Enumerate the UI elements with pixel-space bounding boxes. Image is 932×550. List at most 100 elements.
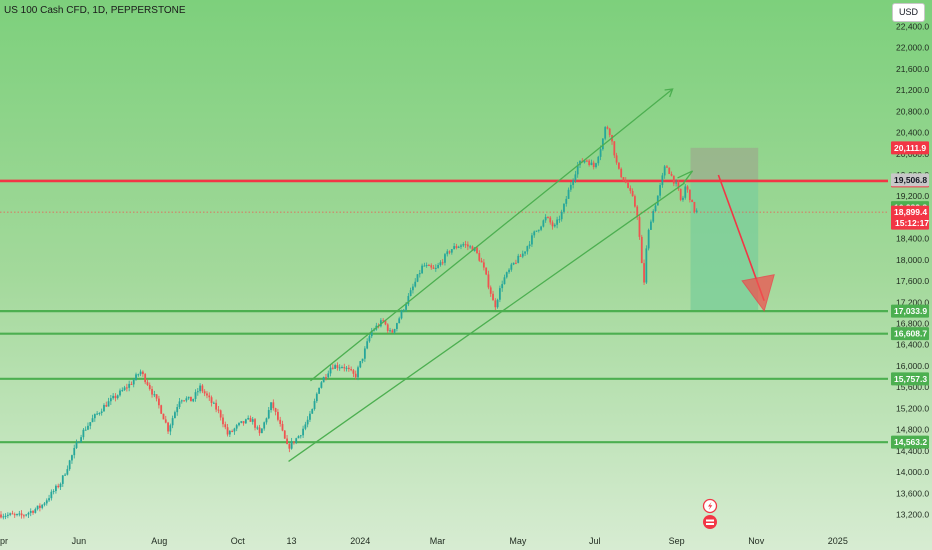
candle-200 [457,245,460,249]
price-tick-label: 13,600.0 [896,488,929,498]
candle-body [677,182,680,189]
candle-body [260,428,263,434]
candle-11 [25,513,28,517]
price-axis[interactable]: 22,400.0 22,000.0 21,600.0 21,200.0 20,800.0… [896,21,929,519]
level-tag-4: 14,563.2 [891,435,929,449]
candle-body [96,413,99,415]
candle-45 [103,403,105,412]
candle-body [428,265,430,267]
candle-255 [583,160,586,164]
lightning-icon[interactable] [702,498,718,514]
candle-body [661,175,664,186]
candle-203 [464,240,467,249]
candle-94 [215,399,218,413]
candle-145 [331,364,334,370]
candle-body [128,383,131,388]
candle-body [244,419,247,424]
candle-210 [480,257,483,263]
candle-152 [347,364,350,372]
candle-body [482,262,485,268]
candle-272 [622,176,625,182]
candle-275 [629,185,632,194]
candle-173 [396,322,398,332]
candle-body [41,504,44,508]
level-tag-4-bg [891,435,929,449]
candle-241 [551,220,554,230]
candle-body [190,396,192,402]
candle-body [20,513,23,516]
candle-147 [336,362,339,371]
price-tick-label: 13,200.0 [896,510,929,520]
candle-body [148,384,151,390]
candle-body [45,500,48,504]
candle-body [455,246,458,248]
candle-196 [448,250,451,255]
candle-287 [656,195,659,206]
levels-layer [0,179,888,444]
time-tick-label: Jun [72,536,87,546]
candle-body [444,254,446,263]
candle-body [640,236,643,264]
price-tick-label: 17,200.0 [896,297,929,307]
price-tick-label: 18,400.0 [896,234,929,244]
candle-body [201,385,204,392]
candle-10 [22,514,25,519]
candle-262 [599,145,602,161]
candle-body [622,177,625,181]
candle-154 [352,368,355,377]
candle-75 [171,415,174,429]
candle-body [334,365,337,369]
candle-body [553,224,556,227]
flag-icon[interactable] [703,515,717,529]
candle-95 [217,406,220,414]
candle-body [331,367,334,369]
candle-295 [675,179,678,187]
candle-body [652,211,655,222]
candle-218 [498,285,501,303]
candle-body [528,244,531,247]
candle-body [606,127,609,129]
candle-211 [482,259,485,271]
candle-body [68,460,71,470]
time-tick-label: Sep [669,536,685,546]
channel-lower-line [288,182,685,462]
time-axis[interactable]: Apr Jun Aug Oct 13 2024 Mar May Jul Sep Nov 2025 [0,536,848,546]
candle-26 [59,482,62,491]
candle-body [515,262,517,264]
candle-286 [654,203,657,212]
candle-124 [283,430,286,440]
price-tick-label: 15,200.0 [896,403,929,413]
candle-body [43,503,46,505]
candle-body [485,267,488,275]
candle-257 [588,159,591,167]
candle-body [350,369,353,371]
candle-29 [66,465,69,476]
candle-219 [501,280,504,292]
candle-85 [194,389,197,402]
candle-body [290,441,293,449]
candle-34 [77,441,80,444]
candle-body [412,286,414,291]
candle-228 [521,250,524,259]
candle-body [480,260,483,263]
candle-90 [206,391,208,399]
time-tick-label: Mar [430,536,446,546]
currency-button[interactable]: USD [892,3,925,22]
candle-body [247,417,250,420]
candle-body [25,514,28,516]
candle-body [670,173,673,176]
candle-174 [398,316,401,324]
candle-body [693,202,696,212]
candle-body [224,424,227,428]
candle-127 [290,437,293,450]
candle-148 [338,364,341,371]
last-price-tag-bg [891,205,929,230]
time-tick-label: Nov [748,536,765,546]
candle-body [450,249,453,253]
candle-43 [98,412,101,416]
candle-body [164,419,167,423]
candle-20 [45,498,48,506]
candle-body [524,251,526,254]
